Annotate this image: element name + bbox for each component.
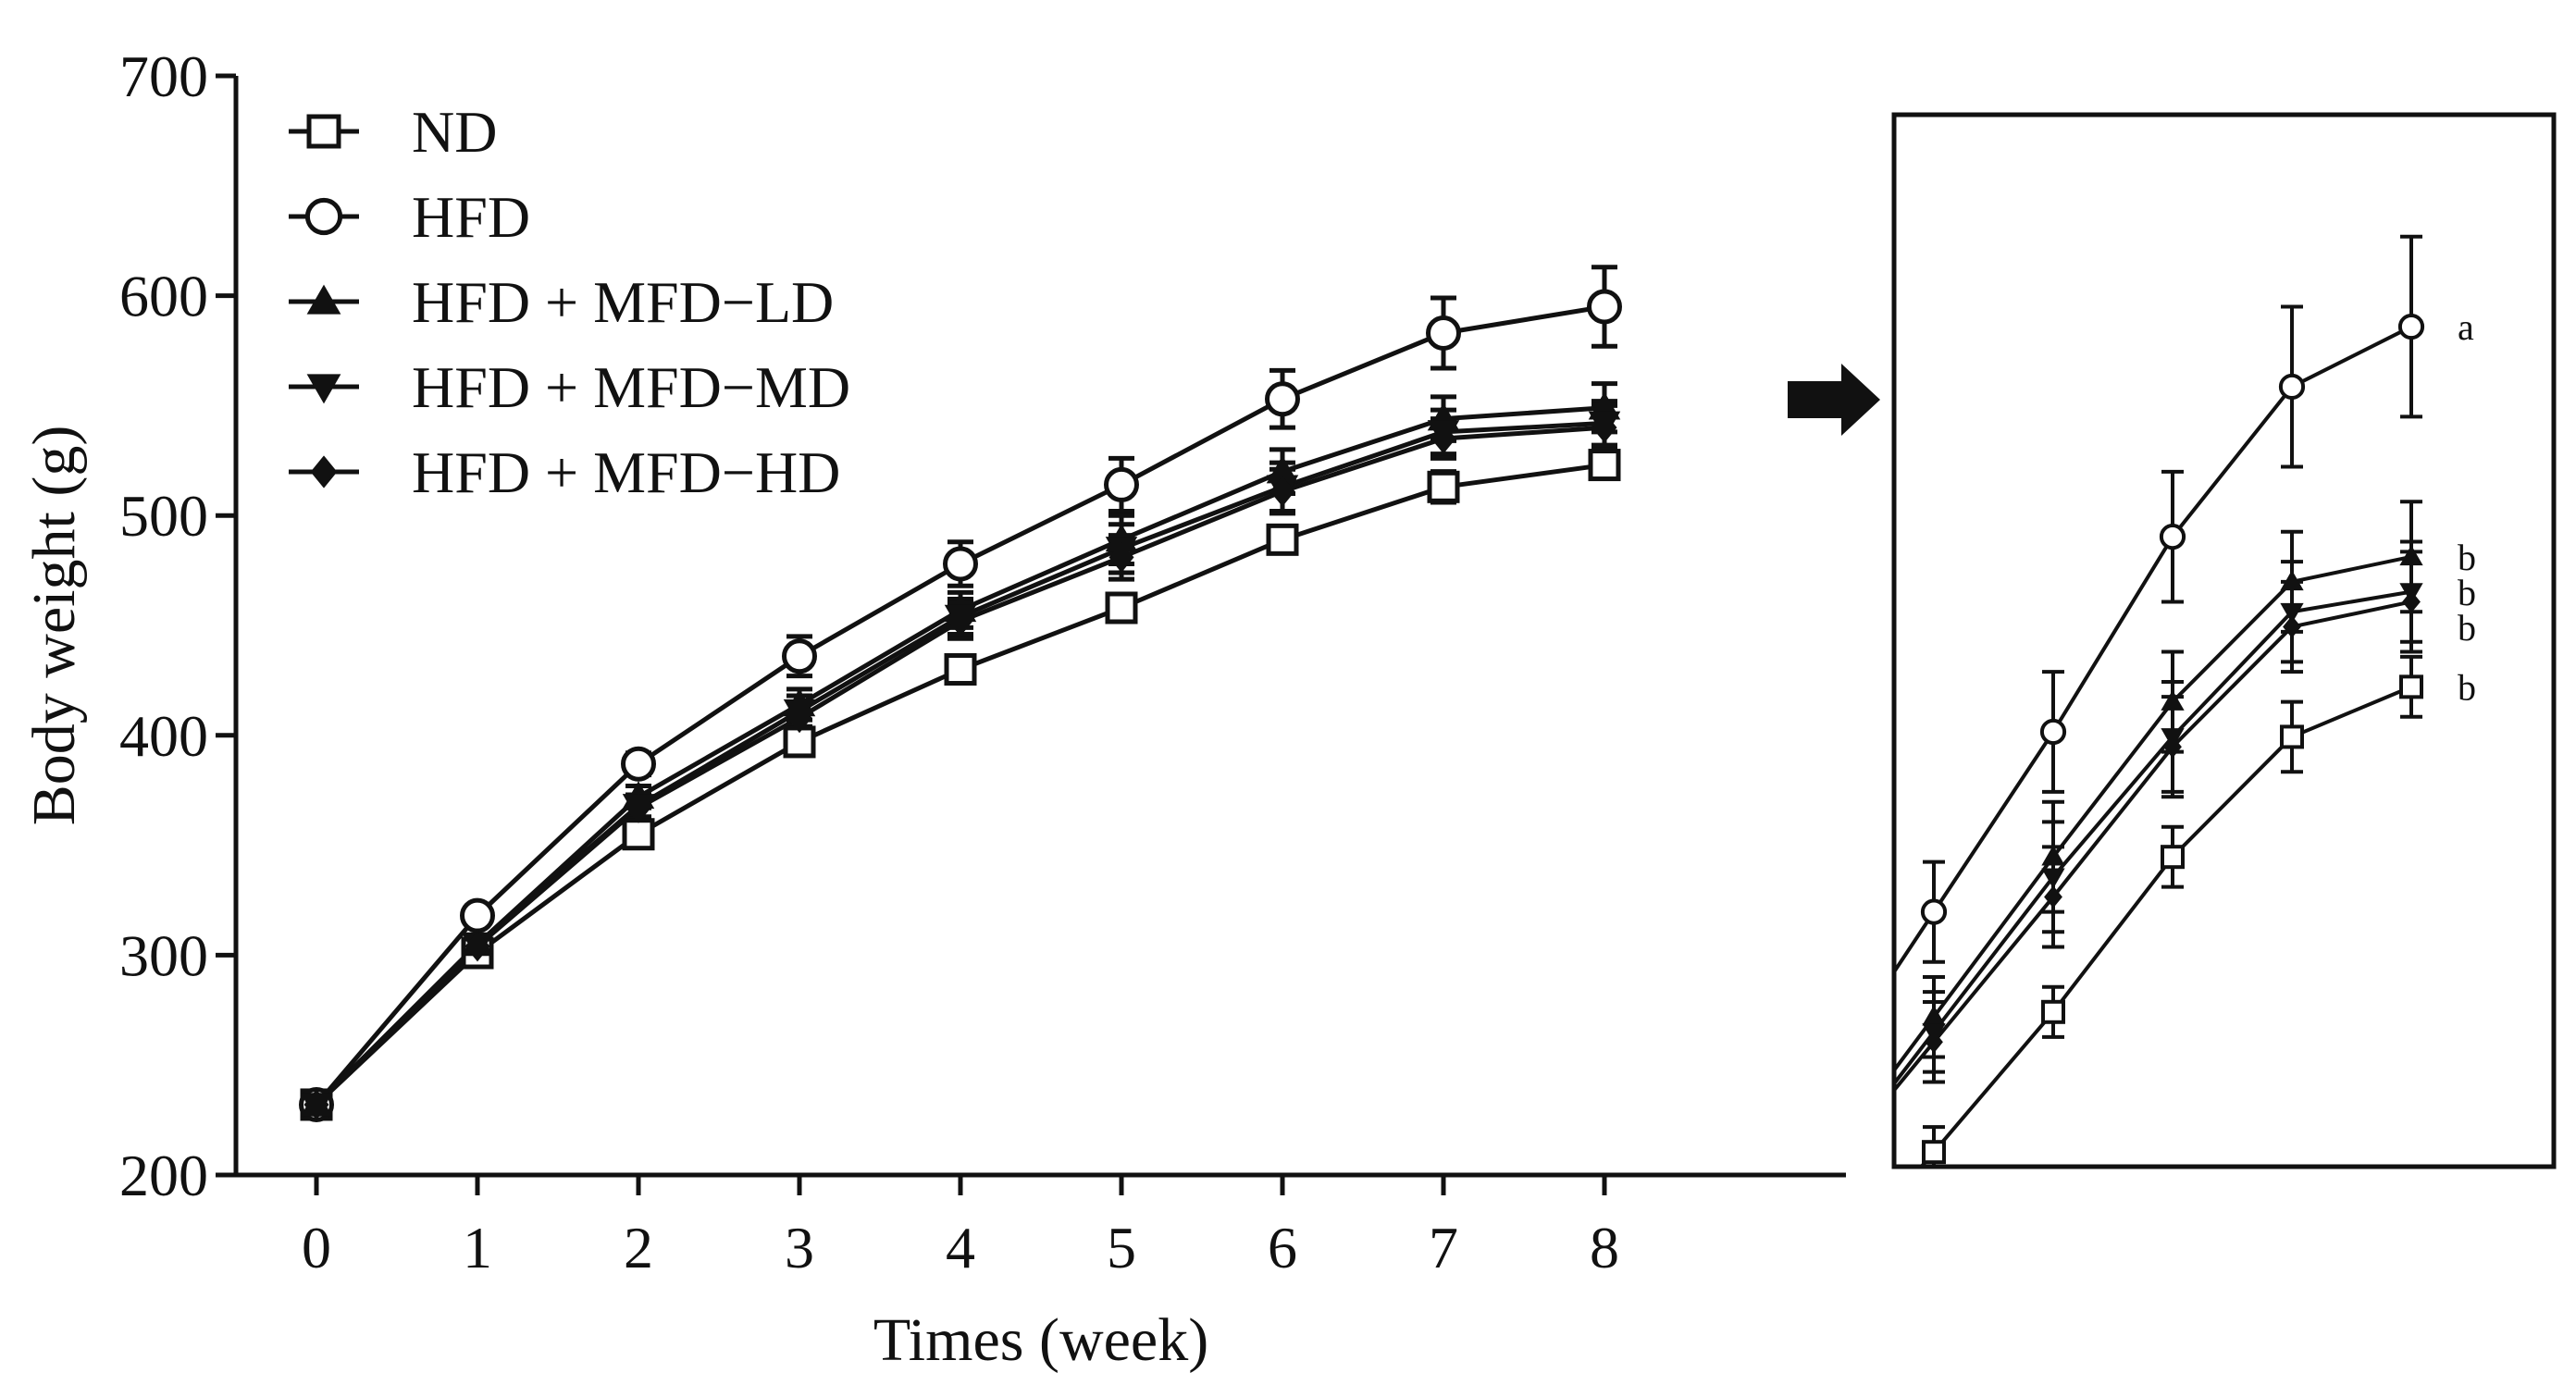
legend-marker-hfd [304, 197, 343, 236]
data-point-hfd-mfd-hd [947, 605, 973, 637]
data-point-hfd-mfd-hd [1430, 423, 1456, 454]
inset-point-hfd [1920, 898, 1948, 925]
inset-point-hfd-mfd-md [2280, 602, 2304, 624]
inset-point-hfd-mfd-hd [2163, 736, 2182, 759]
significance-label: b [2458, 537, 2476, 578]
data-point-hfd-mfd-hd [1108, 541, 1134, 573]
legend-label: HFD [412, 184, 530, 250]
inset-point-nd [2041, 999, 2065, 1024]
inset-point-hfd-mfd-hd [2402, 590, 2421, 613]
data-point-hfd [1265, 381, 1300, 417]
data-point-hfd-mfd-hd [464, 931, 490, 962]
inset-point-hfd-mfd-md [2041, 868, 2065, 889]
data-point-hfd [782, 638, 817, 674]
data-point-hfd [621, 746, 656, 782]
data-point-nd [1105, 591, 1138, 624]
y-tick-label: 300 [119, 922, 208, 988]
x-tick-label: 7 [1429, 1215, 1458, 1280]
x-tick-label: 8 [1590, 1215, 1619, 1280]
y-tick-label: 200 [119, 1143, 208, 1208]
inset-point-hfd-mfd-ld [2041, 845, 2065, 866]
data-point-hfd [1104, 466, 1139, 502]
inset-point-hfd [2039, 718, 2067, 746]
legend-label: ND [412, 99, 497, 165]
significance-label: b [2458, 572, 2476, 613]
series-line-hfd-mfd-ld [315, 405, 1605, 1107]
data-point-hfd-mfd-hd [1591, 412, 1617, 443]
x-tick-label: 1 [463, 1215, 492, 1280]
inset-point-hfd [2397, 313, 2425, 340]
x-tick-label: 0 [302, 1215, 331, 1280]
inset-line-nd [1918, 685, 2412, 1167]
data-point-hfd [943, 546, 978, 582]
zoom-arrow-icon [1788, 364, 1880, 436]
data-point-nd [1588, 449, 1621, 482]
inset-point-hfd-mfd-ld [2280, 570, 2304, 591]
x-axis-title: Times (week) [873, 1306, 1208, 1374]
y-axis-title: Body weight (g) [20, 426, 88, 826]
significance-label: a [2458, 306, 2474, 348]
data-point-hfd [1587, 289, 1622, 325]
y-tick-label: 500 [119, 483, 208, 549]
x-tick-label: 5 [1107, 1215, 1136, 1280]
inset-point-hfd [2159, 524, 2186, 550]
inset-line-hfd-mfd-hd [1894, 600, 2412, 1094]
inset-point-hfd-mfd-hd [2283, 615, 2301, 638]
inset-line-hfd-mfd-md [1894, 589, 2412, 1087]
x-tick-label: 3 [785, 1215, 814, 1280]
legend-marker-hfd-mfd-hd [310, 455, 338, 488]
data-point-nd [622, 818, 655, 851]
series-line-hfd [315, 304, 1605, 1107]
inset-point-hfd-mfd-ld [1922, 1005, 1946, 1026]
inset-point-hfd-mfd-hd [1925, 1031, 1943, 1054]
x-tick-label: 6 [1268, 1215, 1297, 1280]
y-tick-label: 600 [119, 264, 208, 329]
legend-marker-nd [306, 114, 341, 149]
y-tick-label: 700 [119, 43, 208, 109]
significance-label: b [2458, 666, 2476, 708]
y-tick-label: 400 [119, 703, 208, 769]
inset-point-hfd-mfd-ld [2161, 689, 2185, 711]
legend-label: HFD + MFD−HD [412, 439, 840, 505]
legend-label: HFD + MFD−MD [412, 354, 850, 420]
series-line-hfd-mfd-hd [315, 425, 1605, 1107]
inset-line-hfd [1894, 325, 2412, 976]
inset-point-nd [2399, 674, 2423, 699]
data-point-hfd [1426, 315, 1461, 351]
main-chart-panel: 200 300 400 500 600 700 0 1 2 3 4 5 6 7 8 Times (week) B… [20, 43, 1846, 1374]
inset-point-nd [1922, 1140, 1946, 1165]
data-point-hfd-mfd-hd [303, 1089, 329, 1120]
data-point-hfd-mfd-hd [625, 792, 651, 823]
inset-plot-area [1894, 234, 2425, 1167]
data-point-nd [944, 653, 977, 686]
data-point-nd [1266, 523, 1299, 556]
significance-label: b [2458, 607, 2476, 649]
x-tick-label: 4 [946, 1215, 975, 1280]
legend-label: HFD + MFD−LD [412, 269, 834, 335]
legend-marker-hfd-mfd-md [306, 374, 341, 404]
inset-line-hfd-mfd-ld [1894, 554, 2412, 1074]
data-point-nd [1427, 470, 1460, 503]
inset-border [1891, 112, 2557, 1169]
data-point-hfd-mfd-hd [1269, 476, 1295, 507]
data-point-hfd [460, 897, 495, 934]
x-tick-label: 2 [624, 1215, 653, 1280]
series-line-hfd-mfd-md [315, 420, 1605, 1107]
inset-point-hfd-mfd-ld [2399, 545, 2423, 566]
inset-point-nd [2280, 724, 2304, 749]
inset-point-hfd-mfd-hd [2044, 885, 2062, 909]
inset-point-nd [2161, 845, 2185, 870]
legend-marker-hfd-mfd-ld [306, 284, 341, 315]
data-point-hfd-mfd-hd [786, 702, 812, 734]
inset-point-hfd [2278, 373, 2306, 401]
